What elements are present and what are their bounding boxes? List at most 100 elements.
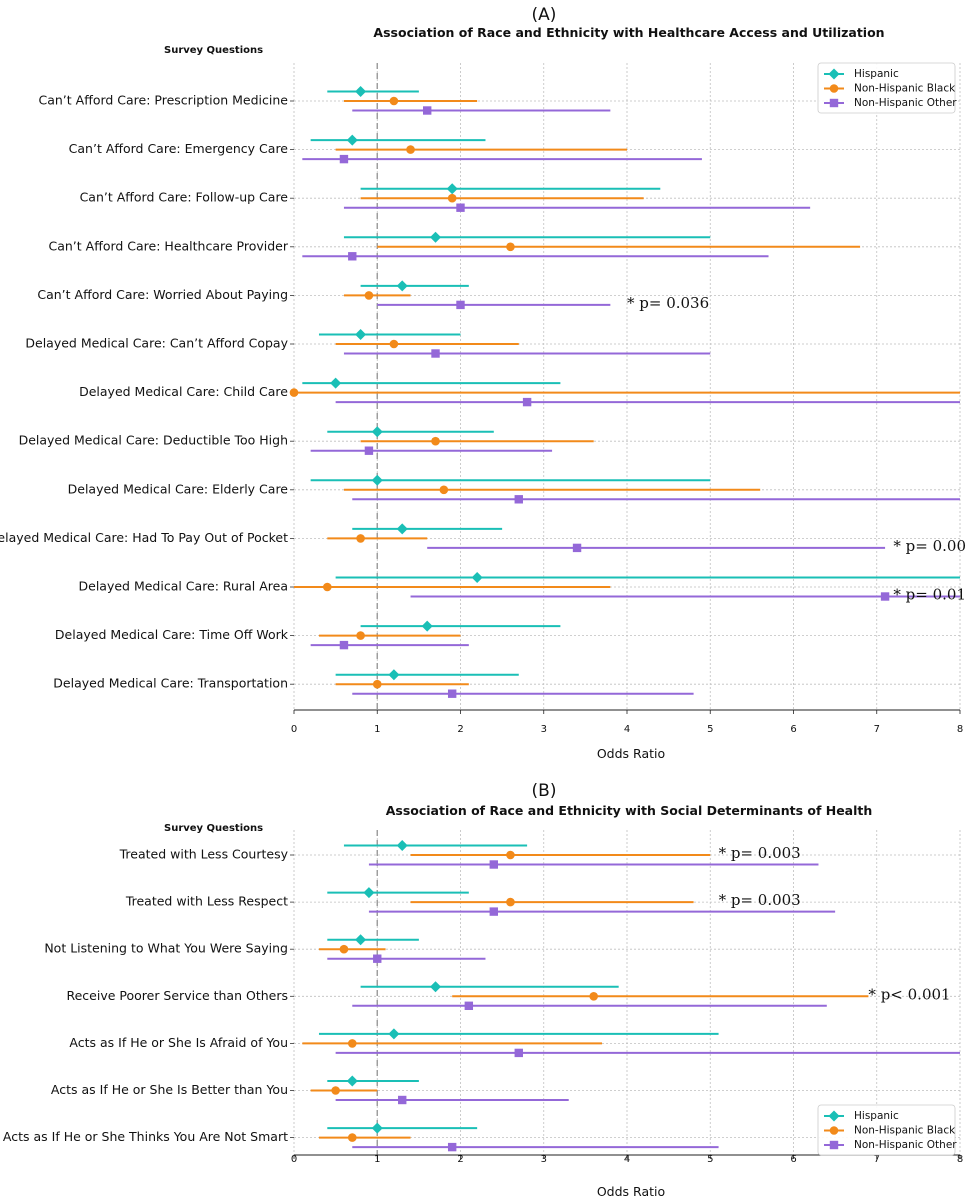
point-marker (388, 1028, 400, 1040)
x-tick-label: 8 (957, 1154, 963, 1165)
point-marker (364, 446, 374, 455)
legend-label: Non-Hispanic Other (854, 1139, 957, 1151)
point-marker (347, 1133, 357, 1142)
point-marker (396, 840, 408, 851)
x-tick-label: 7 (874, 724, 880, 735)
point-marker (506, 242, 515, 252)
x-tick-label: 5 (707, 724, 713, 735)
legend-label: Non-Hispanic Other (854, 97, 957, 109)
point-marker (514, 1048, 523, 1058)
y-tick-label: Delayed Medical Care: Transportation (53, 676, 288, 691)
legend-box (817, 62, 956, 114)
point-marker (880, 592, 890, 601)
panel-label: (A) (532, 5, 557, 25)
point-marker (589, 992, 598, 1001)
point-marker (355, 329, 367, 340)
series-non-hispanic-black (302, 850, 869, 1142)
point-marker (373, 954, 382, 963)
p-value-annotation: * p= 0.036 (627, 294, 709, 312)
y-tick-label: Delayed Medical Care: Time Off Work (55, 627, 289, 642)
point-marker (446, 183, 458, 195)
point-marker (398, 1095, 407, 1105)
x-tick-label: 6 (790, 724, 796, 735)
point-marker (372, 679, 382, 689)
point-marker (339, 944, 349, 954)
y-tick-label: Acts as If He or She Thinks You Are Not … (3, 1129, 288, 1144)
x-tick-label: 8 (957, 724, 963, 735)
point-marker (330, 377, 342, 389)
legend-label: Hispanic (854, 68, 899, 80)
legend-label: Hispanic (854, 1110, 899, 1122)
p-value-annotation: * p= 0.003 (719, 891, 801, 909)
point-marker (447, 193, 457, 203)
y-tick-label: Can’t Afford Care: Healthcare Provider (49, 238, 289, 253)
point-marker (388, 669, 400, 681)
point-marker (396, 280, 408, 292)
point-marker (389, 339, 399, 349)
point-marker (406, 145, 415, 154)
x-tick-label: 0 (291, 724, 297, 735)
y-tick-label: Acts as If He or She Is Better than You (51, 1082, 288, 1097)
chart-title: Association of Race and Ethnicity with S… (386, 803, 873, 818)
x-tick-label: 2 (457, 724, 463, 735)
point-marker (346, 1075, 358, 1087)
point-marker (447, 1142, 457, 1152)
x-axis-label: Odds Ratio (597, 1184, 665, 1199)
point-marker (506, 850, 515, 860)
y-tick-label: Treated with Less Courtesy (119, 847, 289, 862)
point-marker (572, 543, 582, 553)
p-value-annotation: * p= 0.001 (893, 537, 967, 555)
point-marker (348, 252, 357, 261)
y-tick-label: Acts as If He or She Is Afraid of You (69, 1035, 288, 1050)
y-tick-label: Can’t Afford Care: Emergency Care (69, 141, 289, 156)
legend: Hispanic Non-Hispanic Black Non-Hispanic O… (817, 1104, 957, 1156)
x-tick-label: 7 (874, 1154, 880, 1165)
point-marker (431, 349, 440, 358)
series-non-hispanic-black (289, 96, 960, 689)
point-marker (506, 897, 515, 907)
point-marker (431, 436, 440, 446)
ycolumn-title: Survey Questions (164, 823, 263, 834)
legend-marker (829, 1140, 839, 1150)
point-marker (456, 203, 465, 212)
point-marker (430, 981, 442, 993)
point-marker (364, 291, 374, 300)
point-marker (355, 934, 367, 946)
point-marker (346, 134, 358, 146)
legend-label: Non-Hispanic Black (854, 1125, 956, 1137)
series-non-hispanic-other (302, 106, 960, 698)
y-tick-label: Delayed Medical Care: Deductible Too Hig… (19, 433, 288, 448)
y-tick-label: Treated with Less Respect (125, 894, 288, 909)
point-marker (471, 572, 483, 583)
point-marker (522, 397, 532, 407)
y-tick-label: Delayed Medical Care: Child Care (79, 384, 288, 399)
legend-marker (829, 1126, 839, 1135)
point-marker (430, 231, 442, 243)
legend-marker (829, 98, 839, 108)
point-marker (514, 495, 523, 504)
point-marker (371, 474, 383, 486)
point-marker (489, 907, 498, 916)
y-tick-label: Delayed Medical Care: Rural Area (79, 579, 289, 594)
point-marker (371, 426, 383, 438)
x-tick-label: 1 (374, 1154, 380, 1165)
point-marker (356, 534, 365, 543)
series-hispanic (318, 840, 719, 1134)
legend-box (817, 1104, 956, 1156)
x-tick-label: 4 (624, 1154, 630, 1165)
y-tick-label: Delayed Medical Care: Can’t Afford Copay (25, 336, 288, 351)
point-marker (371, 1122, 383, 1134)
y-tick-label: Not Listening to What You Were Saying (44, 941, 288, 956)
y-tick-label: Delayed Medical Care: Elderly Care (68, 481, 289, 496)
x-tick-label: 0 (291, 1154, 297, 1165)
x-tick-label: 2 (457, 1154, 463, 1165)
legend-marker (828, 1110, 840, 1122)
point-marker (439, 485, 449, 495)
x-tick-label: 4 (624, 724, 630, 735)
point-marker (489, 860, 498, 869)
point-marker (421, 620, 433, 632)
point-marker (323, 582, 332, 592)
point-marker (456, 300, 465, 310)
panel-a: (A)Association of Race and Ethnicity wit… (0, 5, 967, 761)
